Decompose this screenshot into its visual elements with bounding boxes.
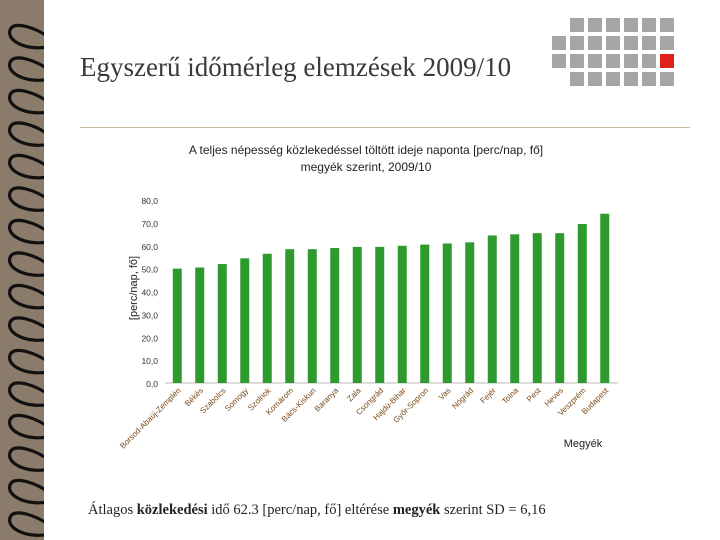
spiral-ring (8, 381, 53, 407)
x-tick-label: Tolna (500, 386, 520, 406)
bar (577, 224, 587, 383)
deco-square (552, 54, 566, 68)
deco-square (624, 54, 638, 68)
chart-title-line2: megyék szerint, 2009/10 (301, 160, 432, 174)
bar (532, 233, 542, 383)
bar (555, 233, 565, 383)
deco-square-accent (660, 54, 674, 68)
deco-square (660, 72, 674, 86)
y-tick-label: 20,0 (141, 333, 158, 343)
deco-square (642, 54, 656, 68)
spiral-ring (8, 251, 53, 277)
spiral-ring (8, 478, 53, 505)
y-tick-label: 30,0 (141, 310, 158, 320)
footer-part-5: szerint SD = 6,16 (440, 502, 546, 518)
spiral-ring (8, 186, 53, 212)
deco-square (660, 18, 674, 32)
spiral-ring (8, 446, 53, 472)
y-tick-label: 40,0 (141, 288, 158, 298)
bar (420, 244, 430, 383)
x-tick-label: Nógrád (450, 386, 475, 411)
footer-part-2: közlekedési (136, 502, 208, 518)
x-tick-label: Somogy (223, 386, 250, 413)
deco-square (552, 36, 566, 50)
y-axis-label: [perc/nap, fő] (128, 256, 140, 320)
spiral-ring (8, 316, 53, 342)
spiral-ring (8, 413, 53, 440)
deco-square (642, 36, 656, 50)
deco-square (570, 72, 584, 86)
spiral-ring (8, 121, 53, 147)
deco-square (624, 18, 638, 32)
x-axis-label: Megyék (564, 438, 603, 450)
bar (240, 258, 250, 383)
bar (487, 235, 497, 383)
bar (172, 268, 182, 383)
bar (285, 249, 295, 383)
spiral-ring (8, 153, 53, 180)
deco-square (606, 36, 620, 50)
x-tick-label: Borsod-Abaúj-Zemplén (118, 386, 183, 451)
spiral-ring (8, 23, 53, 50)
deco-square (642, 18, 656, 32)
spiral-ring (8, 283, 53, 310)
spiral-ring (8, 88, 53, 115)
deco-square (588, 54, 602, 68)
deco-square (606, 18, 620, 32)
bar (600, 213, 610, 383)
y-tick-label: 60,0 (141, 242, 158, 252)
chart-title-line1: A teljes népesség közlekedéssel töltött … (189, 143, 543, 157)
x-tick-label: Pest (525, 386, 543, 404)
deco-square (570, 54, 584, 68)
spiral-ring (8, 56, 53, 82)
x-tick-label: Baranya (313, 386, 341, 414)
deco-square (606, 54, 620, 68)
x-tick-label: Vas (437, 386, 453, 402)
deco-square (606, 72, 620, 86)
footer-note: Átlagos közlekedési idő 62.3 [perc/nap, … (88, 502, 546, 519)
deco-square (570, 18, 584, 32)
footer-part-1: Átlagos (88, 502, 137, 518)
deco-square (624, 72, 638, 86)
bar (217, 264, 227, 383)
spiral-ring (8, 511, 53, 537)
spiral-ring (8, 218, 53, 245)
x-tick-label: Zala (345, 386, 363, 404)
bar (465, 242, 475, 383)
deco-square (624, 36, 638, 50)
x-tick-label: Fejér (478, 386, 497, 405)
deco-square (570, 36, 584, 50)
title-divider (80, 127, 690, 128)
bar (195, 267, 205, 383)
y-tick-label: 10,0 (141, 356, 158, 366)
bar (307, 249, 317, 383)
bar (262, 253, 272, 383)
y-tick-label: 50,0 (141, 265, 158, 275)
y-tick-label: 70,0 (141, 219, 158, 229)
bar (397, 245, 407, 383)
footer-part-4: megyék (392, 502, 441, 518)
bar (375, 246, 385, 383)
spiral-ring (8, 348, 53, 375)
bar (442, 243, 452, 383)
slide-title: Egyszerű időmérleg elemzések 2009/10 (80, 52, 512, 82)
bar (330, 248, 340, 383)
deco-square (642, 72, 656, 86)
deco-square (660, 36, 674, 50)
bar (510, 234, 520, 383)
y-tick-label: 0,0 (146, 379, 158, 389)
y-tick-label: 80,0 (141, 196, 158, 206)
deco-square (588, 18, 602, 32)
footer-part-3: idő 62.3 [perc/nap, fő] eltérése (207, 502, 393, 518)
deco-square (588, 36, 602, 50)
deco-square (588, 72, 602, 86)
bar (352, 246, 362, 383)
decorative-square-grid (552, 18, 674, 86)
